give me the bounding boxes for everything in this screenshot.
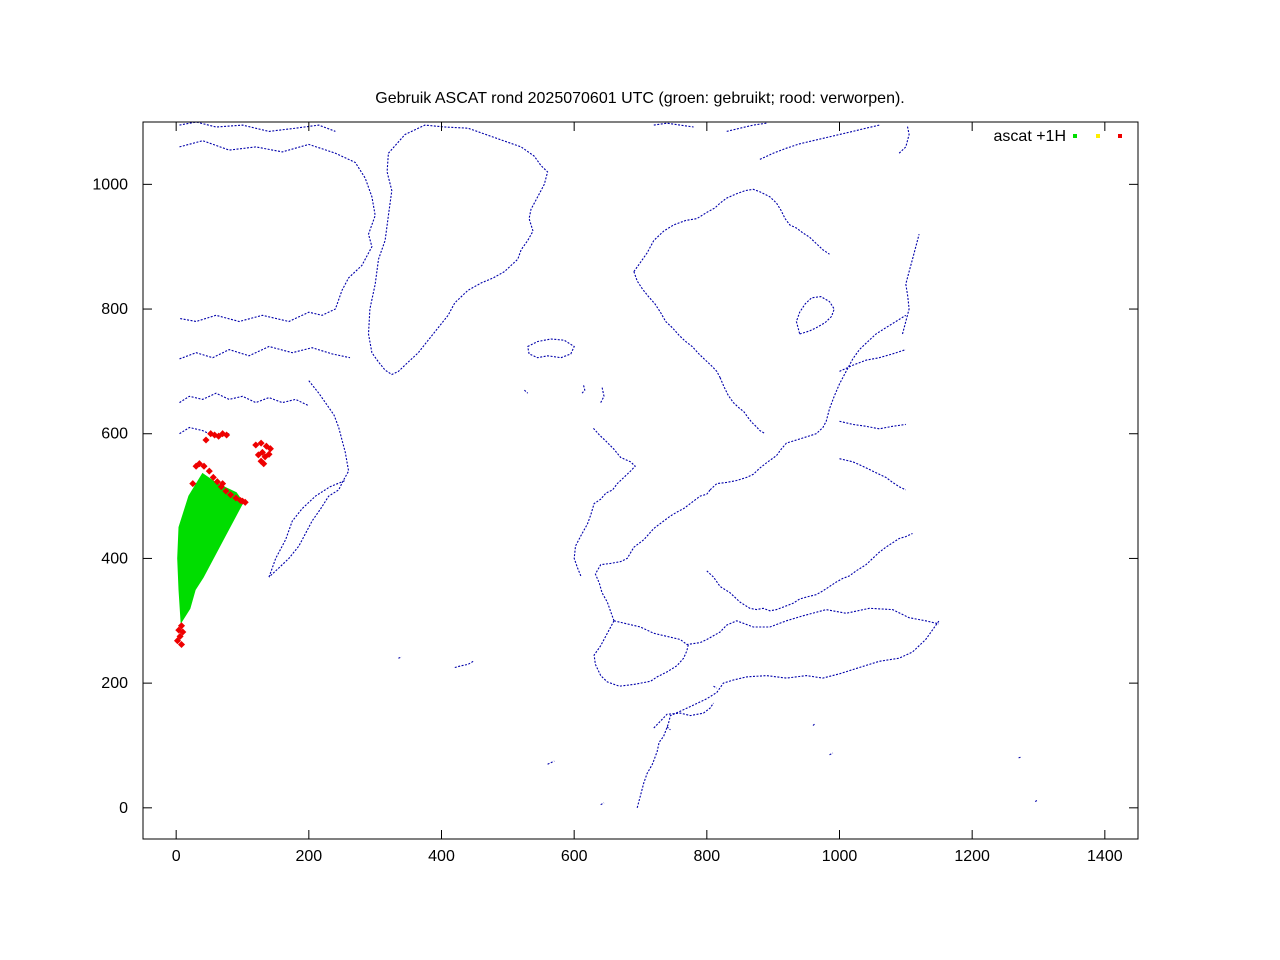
coastline-35 [1034, 799, 1038, 803]
coastline-23 [839, 420, 906, 430]
rejected-point-4 [209, 473, 217, 481]
coastline-22 [839, 349, 906, 372]
coastline-0 [179, 121, 336, 132]
rejected-point-15 [202, 436, 210, 444]
legend-marker-used [1073, 134, 1077, 138]
coastline-11 [653, 702, 714, 729]
rejected-point-12 [238, 497, 247, 505]
x-tick-label-1400: 1400 [1087, 848, 1123, 865]
coastline-21 [795, 296, 835, 335]
rejected-point-5 [213, 478, 221, 486]
coastline-26 [898, 124, 910, 154]
axis-ticks: 0 200 400 600 800 1000 1200 1400 0 200 400 600 800 10… [92, 122, 1138, 865]
y-tick-label-200: 200 [101, 675, 128, 692]
legend: ascat +1H [994, 128, 1122, 145]
coastline-38 [398, 656, 402, 659]
coastline-32 [666, 726, 671, 731]
rejected-point-35 [173, 637, 182, 645]
rejected-point-28 [265, 450, 273, 458]
data-layer [173, 430, 274, 649]
coastline-7 [179, 426, 230, 438]
rejected-point-8 [227, 491, 235, 499]
coastline-9 [524, 389, 529, 394]
rejected-point-1 [195, 460, 203, 468]
coastline-25 [901, 234, 920, 335]
legend-marker-other [1096, 134, 1100, 138]
legend-marker-rejected [1118, 134, 1122, 138]
x-tick-label-1000: 1000 [822, 848, 858, 865]
coastline-39 [812, 723, 816, 726]
coastline-31 [547, 760, 555, 765]
rejected-point-3 [205, 467, 213, 475]
coastline-12 [613, 607, 940, 646]
x-tick-label-600: 600 [561, 848, 588, 865]
rejected-point-33 [179, 628, 187, 636]
coastline-37 [600, 802, 605, 806]
coastline-2 [367, 124, 549, 376]
rejected-point-26 [254, 451, 262, 459]
rejected-point-13 [219, 480, 227, 488]
rejected-point-14 [189, 480, 197, 488]
y-tick-label-800: 800 [101, 301, 128, 318]
y-tick-label-600: 600 [101, 426, 128, 443]
x-tick-label-1200: 1200 [954, 848, 990, 865]
coastline-29 [653, 122, 694, 128]
coastline-15 [573, 427, 636, 577]
coastline-20 [719, 377, 766, 435]
x-tick-label-800: 800 [693, 848, 720, 865]
coastline-33 [713, 685, 718, 689]
coastline-1 [179, 140, 376, 323]
rejected-point-9 [232, 494, 240, 502]
rejected-point-2 [200, 462, 208, 470]
y-tick-label-1000: 1000 [92, 176, 128, 193]
coastline-13 [593, 620, 689, 687]
coastline-24 [839, 458, 907, 491]
x-tick-label-200: 200 [295, 848, 322, 865]
coastline-4 [268, 479, 346, 578]
coastline-19 [633, 271, 721, 378]
y-tick-label-400: 400 [101, 550, 128, 567]
coastline-layer [179, 121, 1038, 808]
coastline-3 [268, 380, 350, 578]
y-tick-label-0: 0 [119, 800, 128, 817]
rejected-point-36 [177, 640, 186, 649]
coastline-6 [179, 345, 351, 360]
rejected-point-20 [223, 431, 231, 439]
coastline-8 [527, 338, 575, 359]
rejected-point-7 [222, 487, 230, 495]
coastline-36 [1018, 756, 1023, 759]
coastline-5 [179, 392, 310, 407]
coastline-40 [581, 384, 586, 394]
chart-title: Gebruik ASCAT rond 2025070601 UTC (groen… [375, 90, 904, 107]
coastline-14 [594, 489, 711, 621]
plot-frame [142, 121, 1139, 840]
legend-label: ascat +1H [994, 128, 1066, 145]
coastline-17 [706, 533, 913, 612]
x-tick-label-400: 400 [428, 848, 455, 865]
coastline-10 [636, 620, 940, 808]
rejected-point-22 [257, 439, 265, 447]
coastline-41 [600, 386, 605, 403]
x-tick-label-0: 0 [172, 848, 181, 865]
coastline-16 [709, 314, 907, 491]
rejected-point-24 [266, 445, 274, 453]
coastline-34 [829, 752, 834, 756]
coastline-27 [759, 124, 880, 160]
rejected-point-30 [260, 460, 268, 468]
